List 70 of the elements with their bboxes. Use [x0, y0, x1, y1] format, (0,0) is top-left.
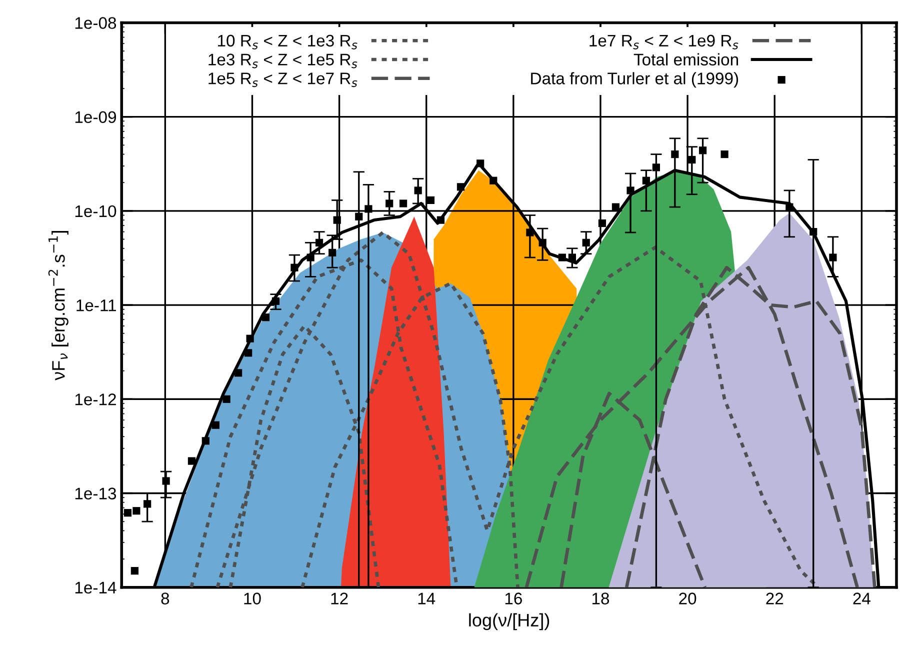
point: [132, 507, 140, 515]
y-tick-label: 1e-09: [75, 111, 116, 124]
point: [652, 164, 660, 172]
legend-label: Total emission: [634, 53, 738, 66]
point: [490, 176, 498, 184]
point: [598, 219, 606, 228]
point: [130, 566, 138, 575]
point: [671, 150, 679, 158]
legend-label: Data from Turler et al (1999): [531, 72, 738, 88]
y-tick-label: 1e-11: [76, 300, 116, 312]
point: [202, 437, 210, 445]
point: [399, 200, 408, 208]
point: [244, 349, 252, 357]
point: [720, 150, 728, 158]
point: [234, 369, 242, 377]
point: [364, 205, 372, 213]
x-tick-label: 8: [161, 592, 170, 604]
point: [162, 477, 170, 485]
y-tick-label: 1e-14: [75, 582, 116, 594]
point: [328, 248, 336, 256]
point: [144, 500, 152, 508]
x-tick-label: 16: [505, 592, 522, 604]
x-tick-label: 14: [418, 592, 436, 604]
point: [333, 216, 341, 224]
point: [558, 254, 566, 262]
point: [829, 254, 837, 262]
x-tick-label: 18: [592, 592, 610, 604]
point: [476, 160, 484, 168]
point: [568, 254, 576, 262]
point: [688, 156, 696, 164]
point: [786, 203, 794, 211]
point: [436, 216, 445, 224]
point: [290, 264, 298, 272]
point: [386, 200, 394, 208]
y-tick-label: 1e-10: [75, 205, 116, 218]
point: [526, 228, 534, 236]
x-axis-title: log(ν/[Hz]): [469, 613, 550, 630]
point: [355, 212, 363, 220]
point: [306, 254, 314, 262]
point: [538, 238, 546, 246]
y-tick-label: 1e-13: [75, 488, 116, 500]
point: [642, 176, 650, 184]
point: [414, 186, 422, 194]
point: [626, 186, 634, 194]
point: [810, 228, 818, 236]
x-tick-label: 22: [766, 592, 784, 604]
point: [262, 314, 270, 322]
y-tick-label: 1e-08: [75, 17, 116, 29]
point: [456, 183, 465, 191]
point: [246, 334, 254, 342]
x-tick-label: 12: [331, 592, 348, 604]
point: [222, 395, 230, 403]
y-tick-label: 1e-12: [75, 394, 116, 406]
legend-label: 1e7 R$_{s}$ < Z < 1e9 R$_{s}$: [590, 34, 738, 50]
y-axis-title: νF$_{ν}$ [erg.cm$^{−2}$.s$^{−1}$]: [48, 231, 68, 380]
x-tick-label: 20: [679, 592, 696, 604]
point: [582, 238, 590, 246]
legend-label: 10 R$_{s}$ < Z < 1e3 R$_{s}$: [218, 34, 358, 50]
point: [612, 203, 620, 211]
point: [124, 508, 132, 517]
point: [426, 196, 435, 204]
point: [272, 297, 280, 305]
legend-label: 1e5 R$_{s}$ < Z < 1e7 R$_{s}$: [208, 72, 358, 88]
x-tick-label: 24: [853, 592, 870, 604]
point: [212, 421, 220, 429]
legend-label: 1e3 R$_{s}$ < Z < 1e5 R$_{s}$: [208, 54, 358, 68]
x-tick-label: 10: [244, 592, 261, 604]
point: [315, 238, 324, 246]
point: [188, 457, 196, 465]
point: [698, 146, 707, 154]
